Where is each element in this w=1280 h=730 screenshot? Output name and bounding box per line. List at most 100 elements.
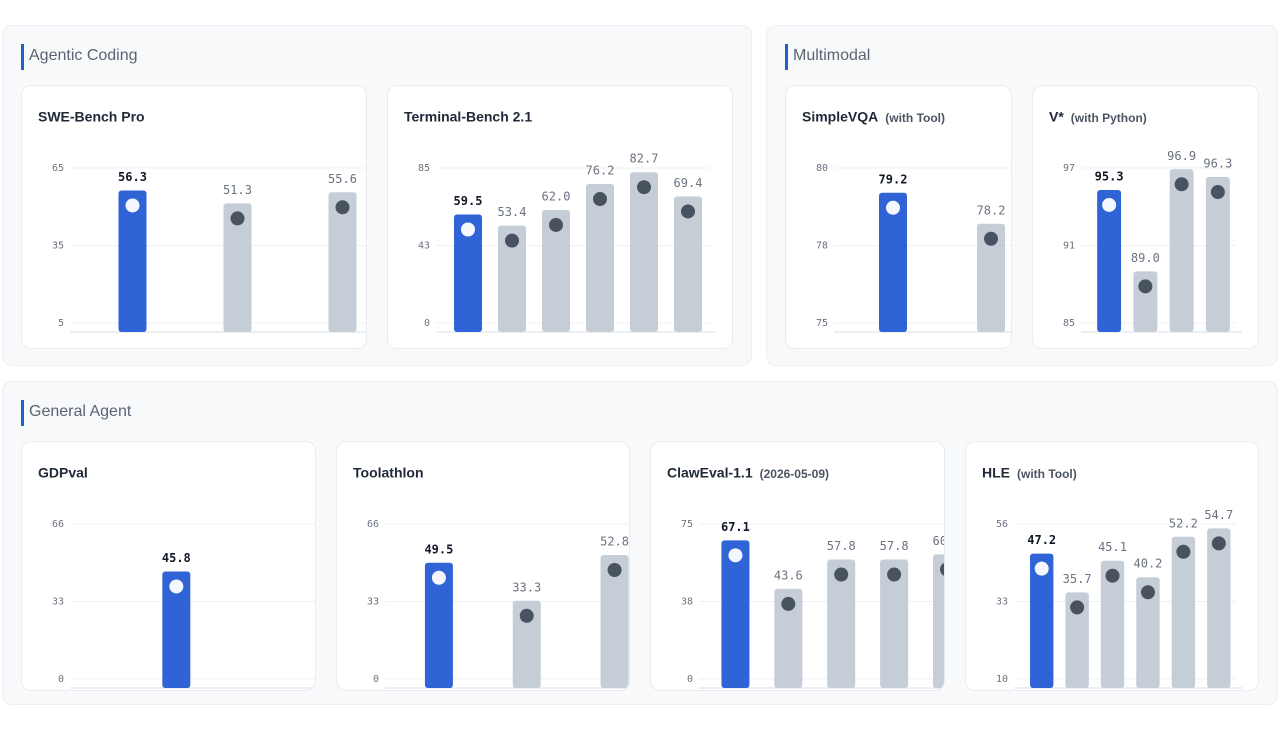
bar — [880, 559, 909, 688]
chart-subtitle: (with Tool) — [1017, 467, 1077, 481]
y-tick-label: 43 — [418, 241, 430, 252]
bar — [630, 172, 658, 332]
value-label: 96.3 — [1203, 157, 1232, 171]
chart-title: ClawEval-1.1 — [667, 465, 753, 481]
y-tick-label: 85 — [418, 163, 430, 174]
y-tick-label: 5 — [58, 318, 64, 329]
model-icon — [1211, 536, 1226, 551]
model-icon — [1174, 177, 1189, 192]
y-tick-label: 0 — [58, 674, 64, 685]
value-label: 78.2 — [977, 203, 1006, 217]
y-tick-label: 33 — [52, 597, 64, 608]
chart-card: HLE (with Tool) 10 33 56 47.2 35.7 45.1 40.2 52.2… — [964, 441, 1259, 691]
chart-title: SWE-Bench Pro — [38, 109, 145, 125]
y-tick-label: 33 — [366, 597, 378, 608]
bar — [600, 555, 629, 688]
model-icon — [681, 204, 695, 219]
model-icon — [1138, 279, 1153, 294]
chart: ClawEval-1.1 (2026-05-09) 0 38 75 67.1 43.6 57.… — [667, 465, 945, 689]
y-tick-label: 33 — [995, 597, 1007, 608]
model-icon — [887, 567, 902, 582]
y-tick-label: 56 — [995, 519, 1007, 530]
chart-card: SimpleVQA(with Tool)75788079.278.278.279… — [785, 85, 1012, 349]
chart-subtitle: (2026-05-09) — [760, 467, 829, 481]
y-tick-label: 65 — [52, 163, 64, 174]
bar — [932, 554, 944, 688]
chart: SimpleVQA(with Tool)75788079.278.278.279… — [802, 109, 1011, 333]
model-icon — [939, 563, 944, 576]
y-tick-label: 97 — [1063, 163, 1075, 174]
bar — [721, 540, 750, 688]
section-accent — [21, 400, 24, 426]
bar — [827, 559, 856, 688]
bar — [512, 600, 541, 688]
model-icon — [1105, 568, 1120, 583]
value-label: 62.0 — [542, 189, 571, 203]
y-tick-label: 0 — [687, 674, 693, 685]
bar — [1206, 528, 1230, 688]
value-label: 33.3 — [512, 580, 541, 594]
bar — [498, 225, 526, 332]
chart-title: HLE — [982, 465, 1010, 481]
value-label: 95.3 — [1095, 169, 1124, 183]
section-accent — [21, 44, 24, 70]
model-icon — [607, 563, 622, 577]
value-label: 79.2 — [879, 172, 908, 186]
bar — [223, 203, 252, 332]
section-title: General Agent — [29, 403, 132, 420]
value-label: 60.3 — [933, 534, 945, 548]
bar — [1135, 577, 1160, 688]
y-tick-label: 78 — [816, 241, 828, 252]
y-tick-label: 80 — [816, 163, 828, 174]
model-icon — [1140, 585, 1155, 600]
value-label: 35.7 — [1062, 572, 1091, 586]
y-tick-label: 85 — [1063, 318, 1075, 329]
card-row: SWE-Bench Pro5356556.351.355.655.158.664… — [21, 85, 733, 349]
value-label: 96.9 — [1167, 149, 1196, 163]
value-label: 56.3 — [118, 170, 147, 184]
bar — [542, 209, 570, 332]
model-icon — [1069, 600, 1084, 615]
model-icon — [519, 608, 534, 623]
value-label: 54.7 — [1204, 508, 1233, 522]
card-row: GDPval0336645.828.044.057.863.063.0Toola… — [21, 441, 1259, 691]
model-icon — [637, 180, 651, 195]
value-label: 51.3 — [223, 183, 252, 197]
value-label: 47.2 — [1027, 533, 1056, 547]
section-title: Agentic Coding — [29, 47, 138, 64]
card-row: SimpleVQA(with Tool)75788079.278.278.279… — [785, 85, 1259, 349]
value-label: 69.4 — [674, 176, 703, 190]
value-label: 57.8 — [827, 539, 856, 553]
y-tick-label: 35 — [52, 241, 64, 252]
chart-card: V* (with Python) 85 91 97 95.3 89.0 96.9 96.3 — [1032, 85, 1259, 349]
bar — [118, 190, 147, 332]
model-icon — [230, 211, 245, 226]
value-label: 76.2 — [586, 164, 615, 178]
section-header: Agentic Coding — [21, 26, 733, 85]
model-icon — [1210, 185, 1225, 200]
y-tick-label: 0 — [424, 318, 430, 329]
bar — [879, 192, 907, 332]
y-tick-label: 75 — [816, 318, 828, 329]
bar — [1097, 189, 1122, 332]
model-icon — [834, 567, 849, 582]
chart-card: ClawEval-1.1 (2026-05-09) 0 38 75 67.1 43.6 57.… — [650, 441, 945, 691]
model-icon — [549, 217, 563, 232]
model-icon — [169, 579, 184, 594]
bar — [1064, 592, 1089, 688]
chart-title: Toolathlon — [353, 465, 424, 481]
value-label: 53.4 — [498, 205, 527, 219]
section-panel: General Agent GDPval0336645.828.044.057.… — [2, 381, 1278, 705]
value-label: 52.8 — [600, 535, 629, 549]
section-title: Multimodal — [793, 47, 871, 64]
chart-card: Terminal-Bench 2.1 0 43 85 59.5 53.4 62.0 76.2 8… — [387, 85, 733, 349]
model-icon — [335, 200, 350, 215]
model-icon — [461, 222, 475, 237]
bar — [1100, 560, 1124, 688]
model-icon — [984, 231, 998, 246]
y-tick-label: 10 — [995, 674, 1007, 685]
